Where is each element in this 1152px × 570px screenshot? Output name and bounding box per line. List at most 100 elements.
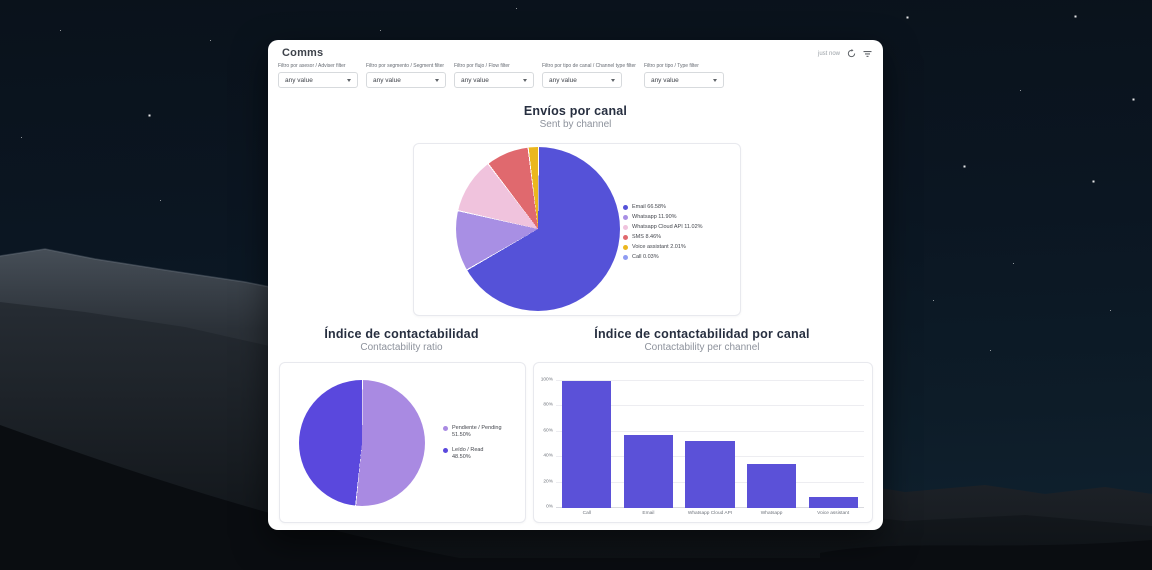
legend-text: Leído / Read 48.50%: [452, 447, 484, 460]
filter-group-1: Filtro por segmento / Segment filter any …: [366, 63, 446, 88]
x-axis-tick-label: Whatsapp Cloud API: [687, 511, 733, 516]
legend-text: Pendiente / Pending 51.50%: [452, 425, 502, 438]
chevron-down-icon: [435, 78, 439, 82]
y-axis-tick-label: 40%: [543, 453, 553, 459]
legend-sent-by-channel: Email 66.58% Whatsapp 11.90% Whatsapp Clou…: [623, 204, 703, 264]
y-axis-tick-label: 60%: [543, 428, 553, 434]
chevron-down-icon: [523, 78, 527, 82]
chevron-down-icon: [611, 78, 615, 82]
bar-column: Voice assistant: [802, 381, 864, 516]
filter-select[interactable]: any value: [542, 72, 622, 88]
panel-contactability-ratio: Pendiente / Pending 51.50% Leído / Read 48.…: [279, 362, 526, 523]
bar-column: Email: [618, 381, 680, 516]
legend-text: Whatsapp Cloud API 11.02%: [632, 224, 703, 230]
filter-label: Filtro por tipo / Type filter: [643, 63, 699, 69]
filter-selected-value: any value: [373, 76, 401, 84]
chart-title-contactability-per-channel: Índice de contactabilidad por canal Cont…: [533, 327, 871, 353]
filter-selected-value: any value: [650, 76, 679, 84]
gridline: 100%: [541, 378, 864, 383]
refresh-icon: [847, 49, 856, 58]
legend-dot: [443, 426, 448, 431]
panel-sent-by-channel: Email 66.58% Whatsapp 11.90% Whatsapp Clou…: [413, 143, 741, 316]
filter-group-4: Filtro por tipo / Type filter any value: [643, 63, 724, 88]
legend-item[interactable]: SMS 8.46%: [623, 234, 703, 241]
legend-contactability-ratio: Pendiente / Pending 51.50% Leído / Read 48.…: [443, 425, 502, 469]
legend-dot: [623, 215, 628, 220]
bar-column: Call: [556, 381, 618, 516]
bar-email[interactable]: [623, 434, 674, 508]
chart-title-sent-by-channel: Envíos por canal Sent by channel: [268, 104, 883, 130]
legend-dot: [623, 235, 628, 240]
legend-item[interactable]: Whatsapp Cloud API 11.02%: [623, 224, 703, 231]
y-axis-tick-label: 80%: [543, 402, 553, 408]
page-title: Comms: [282, 47, 324, 59]
legend-item[interactable]: Whatsapp 11.90%: [623, 214, 703, 221]
filter-menu-button[interactable]: [863, 50, 872, 58]
legend-text: Whatsapp 11.90%: [632, 214, 677, 220]
filter-selected-value: any value: [549, 76, 577, 84]
filter-group-3: Filtro por tipo de canal / Channel type …: [542, 63, 636, 88]
x-axis-tick-label: Email: [642, 511, 655, 516]
legend-dot: [623, 245, 628, 250]
chevron-down-icon: [712, 78, 717, 82]
filter-label: Filtro por segmento / Segment filter: [366, 63, 445, 69]
x-axis-tick-label: Voice assistant: [817, 511, 850, 516]
pie-chart-contactability-ratio[interactable]: [299, 380, 425, 506]
filter-label: Filtro por tipo de canal / Channel type …: [542, 63, 636, 69]
filters-row: Filtro por asesor / Adviser filter any va…: [278, 63, 724, 88]
last-refreshed-label: just now: [817, 50, 840, 57]
filter-selected-value: any value: [461, 76, 489, 84]
bar-voice-assistant[interactable]: [808, 496, 858, 508]
legend-item[interactable]: Call 0.03%: [623, 254, 703, 261]
legend-item[interactable]: Pendiente / Pending 51.50%: [443, 425, 502, 439]
legend-text: Call 0.03%: [632, 254, 659, 260]
legend-dot: [623, 225, 628, 230]
chart-title-es: Índice de contactabilidad por canal: [594, 327, 810, 341]
bar-series: Call Email Whatsapp Cloud API Whatsapp Voice…: [556, 381, 864, 516]
header-meta: just now: [818, 49, 872, 58]
x-axis-tick-label: Call: [582, 511, 591, 516]
bar-chart-plot-area: 0% 20% 40% 60% 80% 100% Call Email Whatsapp Clo…: [541, 378, 864, 516]
filter-group-2: Filtro por flujo / Flow filter any value: [454, 63, 534, 88]
gridline: 80%: [543, 403, 864, 408]
y-axis-tick-label: 100%: [540, 377, 553, 383]
chart-title-es: Envíos por canal: [523, 104, 628, 118]
legend-item[interactable]: Voice assistant 2.01%: [623, 244, 703, 251]
chart-title-en: Contactability ratio: [360, 342, 443, 353]
filter-select[interactable]: any value: [643, 72, 724, 88]
y-axis-tick-label: 20%: [543, 479, 553, 485]
panel-contactability-per-channel: 0% 20% 40% 60% 80% 100% Call Email Whatsapp Clo…: [533, 362, 873, 523]
refresh-button[interactable]: [847, 49, 856, 58]
chart-title-en: Contactability per channel: [644, 342, 760, 353]
filter-label: Filtro por flujo / Flow filter: [454, 63, 510, 69]
x-axis-tick-label: Whatsapp: [760, 511, 783, 516]
legend-text: Email 66.58%: [632, 204, 666, 210]
filter-label: Filtro por asesor / Adviser filter: [278, 63, 346, 69]
gridline: 60%: [543, 428, 864, 433]
legend-dot: [623, 255, 628, 260]
filter-select[interactable]: any value: [454, 72, 534, 88]
filter-select[interactable]: any value: [366, 72, 446, 88]
filter-group-0: Filtro por asesor / Adviser filter any va…: [278, 63, 358, 88]
filter-select[interactable]: any value: [278, 72, 358, 88]
y-axis-tick-label: 0%: [546, 504, 553, 510]
bar-whatsapp-cloud-api[interactable]: [685, 441, 735, 508]
chevron-down-icon: [347, 78, 351, 82]
legend-text: SMS 8.46%: [632, 234, 662, 240]
chart-title-contactability-ratio: Índice de contactabilidad Contactability…: [279, 327, 524, 353]
chart-title-en: Sent by channel: [539, 119, 612, 130]
filter-selected-value: any value: [285, 76, 313, 84]
legend-text: Voice assistant 2.01%: [632, 244, 686, 250]
dashboard-card: Comms just now Filtro por asesor / Advis…: [268, 40, 883, 530]
bar-call[interactable]: [562, 381, 612, 508]
bar-whatsapp[interactable]: [746, 464, 797, 508]
pie-chart-sent-by-channel[interactable]: [456, 147, 620, 311]
bar-column: Whatsapp: [741, 381, 803, 516]
chart-title-es: Índice de contactabilidad: [324, 327, 479, 341]
legend-dot: [443, 448, 448, 453]
bar-column: Whatsapp Cloud API: [679, 381, 741, 516]
legend-item[interactable]: Leído / Read 48.50%: [443, 447, 502, 461]
legend-item[interactable]: Email 66.58%: [623, 204, 703, 211]
legend-dot: [623, 205, 628, 210]
